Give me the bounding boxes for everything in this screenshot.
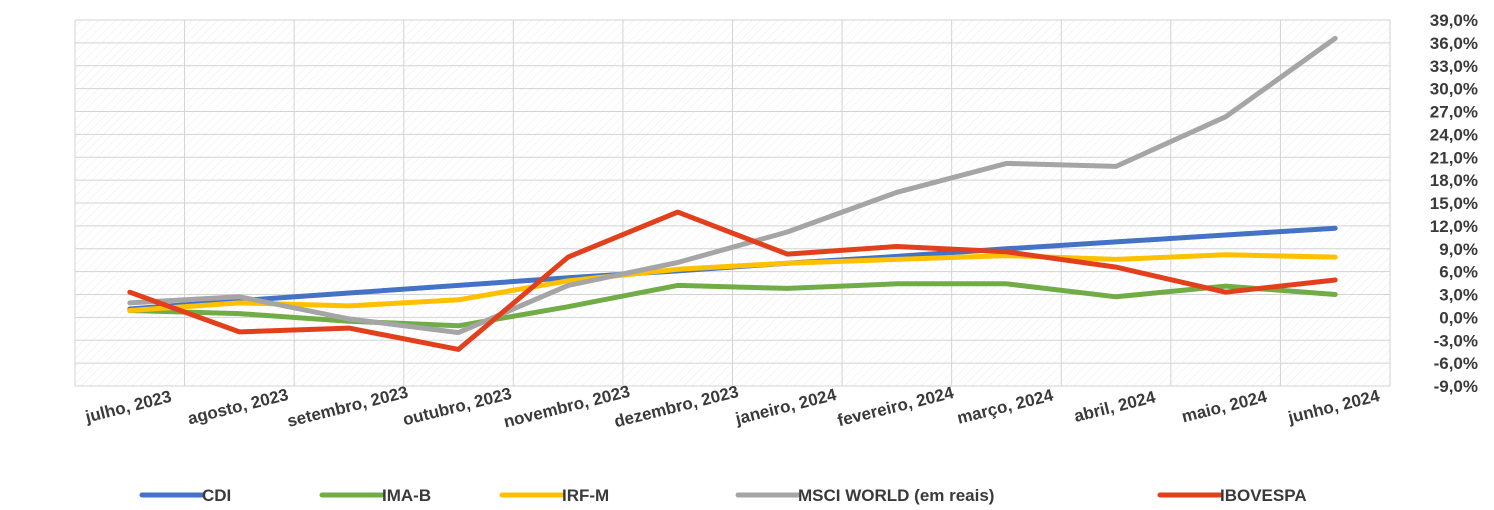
x-tick-label: junho, 2024: [1285, 386, 1382, 427]
y-tick-label: 33,0%: [1430, 57, 1478, 76]
x-tick-label: abril, 2024: [1072, 387, 1158, 426]
y-tick-label: -3,0%: [1434, 331, 1478, 350]
x-tick-label: novembro, 2023: [502, 382, 632, 432]
legend-label: IBOVESPA: [1220, 486, 1307, 505]
series-line-irf-m: [127, 252, 1338, 313]
gridlines: [74, 19, 1391, 387]
y-tick-label: 24,0%: [1430, 125, 1478, 144]
y-tick-label: 15,0%: [1430, 194, 1478, 213]
series-line-ima-b: [127, 281, 1338, 329]
series-line-ibovespa: [127, 209, 1338, 352]
x-tick-label: agosto, 2023: [186, 385, 291, 428]
x-tick-label: fevereiro, 2024: [835, 383, 956, 430]
series-line-msci-world-em-reais: [127, 35, 1338, 336]
y-axis-ticks: 39,0% 36,0% 33,0% 30,0% 27,0% 24,0% 21,0% 18,0%…: [1430, 11, 1478, 396]
legend-label: MSCI WORLD (em reais): [798, 486, 994, 505]
legend: CDI IMA-B IRF-M MSCI WORLD (em reais) IBOVES…: [139, 486, 1307, 505]
y-tick-label: 36,0%: [1430, 34, 1478, 53]
x-tick-label: julho, 2023: [83, 387, 174, 427]
y-tick-label: 27,0%: [1430, 103, 1478, 122]
legend-label: IRF-M: [562, 486, 609, 505]
x-tick-label: outubro, 2023: [401, 384, 514, 429]
y-tick-label: 12,0%: [1430, 217, 1478, 236]
y-tick-label: 30,0%: [1430, 80, 1478, 99]
x-tick-label: dezembro, 2023: [612, 382, 740, 431]
y-tick-label: 6,0%: [1439, 263, 1478, 282]
x-tick-label: maio, 2024: [1180, 387, 1269, 427]
y-tick-label: 9,0%: [1439, 240, 1478, 259]
y-tick-label: -6,0%: [1434, 354, 1478, 373]
y-tick-label: 18,0%: [1430, 171, 1478, 190]
x-tick-label: setembro, 2023: [285, 382, 410, 430]
legend-label: IMA-B: [382, 486, 431, 505]
y-tick-label: 3,0%: [1439, 286, 1478, 305]
y-tick-label: 0,0%: [1439, 308, 1478, 327]
series-lines: [127, 35, 1338, 352]
legend-label: CDI: [202, 486, 231, 505]
x-tick-label: janeiro, 2024: [733, 385, 839, 429]
y-tick-label: 21,0%: [1430, 148, 1478, 167]
y-tick-label: 39,0%: [1430, 11, 1478, 30]
y-tick-label: -9,0%: [1434, 377, 1478, 396]
x-tick-label: março, 2024: [955, 385, 1055, 427]
